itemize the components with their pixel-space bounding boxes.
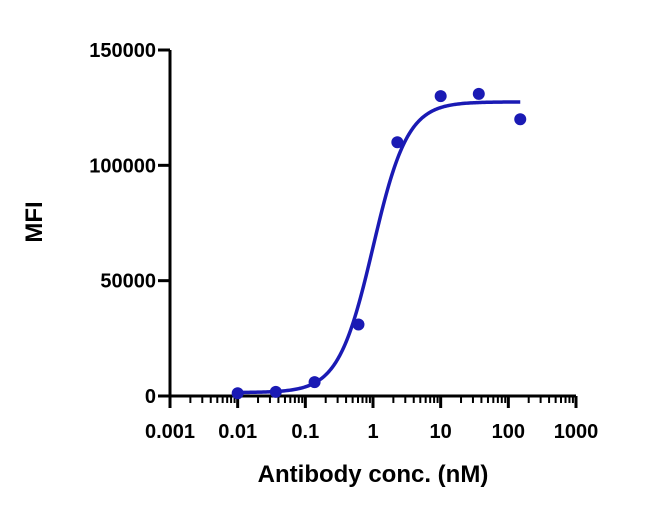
data-point bbox=[472, 87, 485, 100]
y-tick-label: 0 bbox=[145, 386, 156, 408]
fit-curve-layer bbox=[237, 100, 521, 395]
x-tick-label: 100 bbox=[492, 421, 525, 443]
data-point bbox=[269, 385, 282, 398]
data-point bbox=[514, 113, 527, 126]
data-point bbox=[391, 136, 404, 149]
x-tick-label: 0.001 bbox=[145, 421, 195, 443]
x-tick-label: 1 bbox=[367, 421, 378, 443]
x-tick-label: 0.01 bbox=[218, 421, 257, 443]
x-ticks: 0.001 0.01 0.1 1 10 100 1000 bbox=[145, 396, 598, 443]
y-ticks: 0 50000 100000 150000 bbox=[89, 40, 170, 408]
data-point bbox=[434, 90, 447, 103]
data-point bbox=[352, 318, 365, 331]
data-point bbox=[231, 387, 244, 400]
x-axis-title: Antibody conc. (nM) bbox=[258, 461, 489, 488]
x-tick-label: 1000 bbox=[554, 421, 599, 443]
x-tick-label: 0.1 bbox=[291, 421, 319, 443]
y-tick-label: 150000 bbox=[89, 40, 156, 62]
y-tick-label: 100000 bbox=[89, 155, 156, 177]
y-tick-label: 50000 bbox=[100, 271, 156, 293]
data-points bbox=[231, 87, 527, 400]
data-point bbox=[308, 376, 321, 389]
x-tick-label: 10 bbox=[430, 421, 452, 443]
y-axis-title: MFI bbox=[21, 201, 48, 242]
fit-curve bbox=[237, 100, 521, 395]
